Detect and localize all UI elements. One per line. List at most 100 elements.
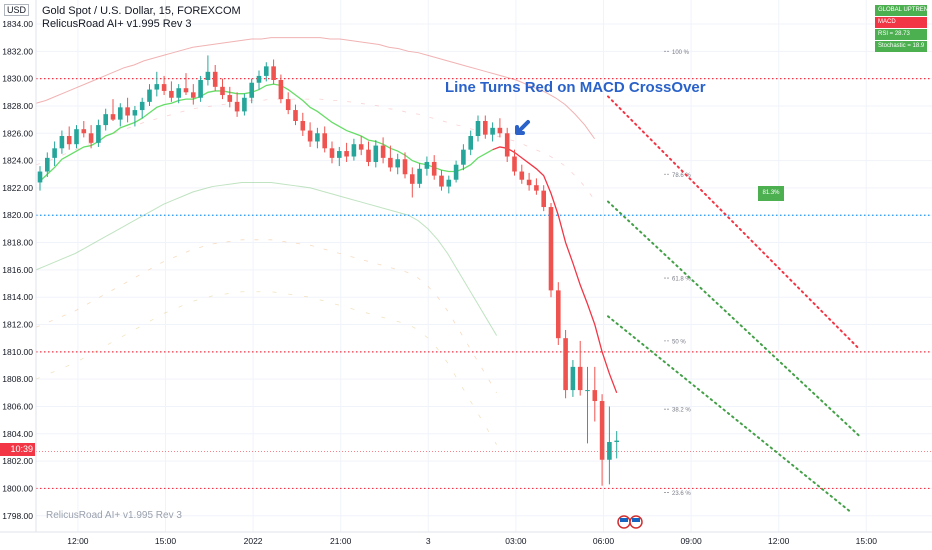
candle [431, 155, 437, 180]
x-tick-label: 12:00 [67, 536, 89, 546]
candle [541, 185, 546, 212]
candle-body [212, 71, 218, 87]
candle [45, 152, 50, 177]
inner-upper-band [35, 98, 595, 201]
fib-label: 23.6 % [672, 491, 691, 497]
candle [337, 146, 342, 167]
candle [373, 140, 379, 168]
target-tag: 81.3% [758, 186, 784, 201]
candle [191, 84, 196, 105]
arrow-icon [515, 120, 530, 135]
y-tick-label: 1820.00 [2, 210, 33, 220]
candle-body [592, 390, 598, 402]
candle-body [380, 145, 386, 158]
panel-row-stochastic: Stochastic = 18.9 [875, 41, 927, 52]
candle-body [519, 171, 525, 180]
x-tick-label: 12:00 [768, 536, 790, 546]
upper-band [35, 37, 596, 140]
flag-icon[interactable] [629, 515, 643, 529]
candle-body [278, 80, 284, 100]
candle [358, 136, 364, 156]
candle [424, 156, 430, 176]
candle-body [66, 136, 72, 145]
y-tick-label: 1826.00 [2, 128, 33, 138]
candle-body [439, 175, 444, 187]
candle [271, 59, 276, 85]
candle [59, 130, 65, 154]
candle [110, 99, 116, 121]
candle-body [570, 366, 576, 391]
candle-body [139, 101, 145, 111]
y-tick-label: 1814.00 [2, 292, 33, 302]
candle-body [169, 90, 174, 98]
y-tick-label: 1830.00 [2, 74, 33, 84]
candle [300, 112, 306, 137]
candle [570, 360, 576, 397]
candle-body [154, 84, 160, 90]
x-tick-label: 15:00 [856, 536, 878, 546]
candle-body [300, 120, 306, 131]
candle-body [96, 125, 101, 143]
candle [132, 105, 138, 127]
projection-lines [607, 95, 861, 515]
indicator-title[interactable]: RelicusRoad AI+ v1.995 Rev 3 [42, 18, 192, 30]
time-axis[interactable]: 12:00 15:00 2022 21:00 3 03:00 06:00 09:00 12:00… [0, 531, 932, 546]
candle-body [37, 171, 43, 183]
candle-body [205, 71, 211, 81]
candle [154, 71, 160, 97]
candle [497, 118, 503, 138]
candle-body [234, 101, 240, 112]
panel-row-macd: MACD [875, 17, 927, 28]
candle-body [176, 88, 181, 98]
y-tick-label: 1818.00 [2, 238, 33, 248]
candle-body [161, 84, 167, 91]
candle-body [88, 133, 94, 143]
candle-body [264, 66, 269, 76]
candle-body [366, 149, 371, 162]
candle [556, 282, 561, 346]
currency-label[interactable]: USD [4, 4, 30, 16]
x-tick-label: 2022 [244, 536, 263, 546]
candle [366, 141, 371, 167]
candle-body [446, 179, 452, 187]
candle-body [344, 151, 349, 157]
candle [256, 70, 262, 90]
status-panel: GLOBAL UPTREND MACD RSI = 28.73 Stochast… [875, 5, 927, 53]
x-tick-label: 21:00 [330, 536, 352, 546]
candle [169, 81, 174, 102]
candle [599, 394, 605, 486]
candle [81, 120, 87, 138]
candle-body [191, 92, 196, 98]
horizontal-levels [36, 78, 932, 490]
candle-body [534, 185, 539, 191]
y-tick-label: 1834.00 [2, 19, 33, 29]
candle-body [198, 80, 203, 98]
candle [468, 130, 473, 156]
x-tick-label: 15:00 [155, 536, 177, 546]
symbol-title: Gold Spot / U.S. Dollar, 15, FOREXCOM [42, 5, 241, 17]
candle [242, 93, 247, 116]
candle-body [483, 120, 488, 135]
ema-red-segment [492, 146, 618, 394]
candle-body [285, 99, 291, 111]
candle [74, 125, 79, 149]
candle-body [577, 366, 583, 391]
candle-body [125, 107, 130, 116]
watermark: RelicusRoad AI+ v1.995 Rev 3 [46, 510, 182, 521]
candle [607, 406, 612, 485]
flag-icon[interactable] [617, 515, 631, 529]
candle [198, 75, 203, 102]
candle-body [147, 89, 152, 102]
y-tick-label: 1816.00 [2, 265, 33, 275]
middle-band [35, 181, 498, 336]
candle [52, 141, 57, 167]
candle-body [541, 190, 546, 208]
x-tick-label: 06:00 [593, 536, 615, 546]
y-tick-label: 1810.00 [2, 347, 33, 357]
candle-body [526, 179, 532, 186]
candle [37, 166, 43, 191]
candle-body [103, 114, 108, 126]
candle-body [388, 157, 393, 168]
candle-body [271, 66, 276, 81]
